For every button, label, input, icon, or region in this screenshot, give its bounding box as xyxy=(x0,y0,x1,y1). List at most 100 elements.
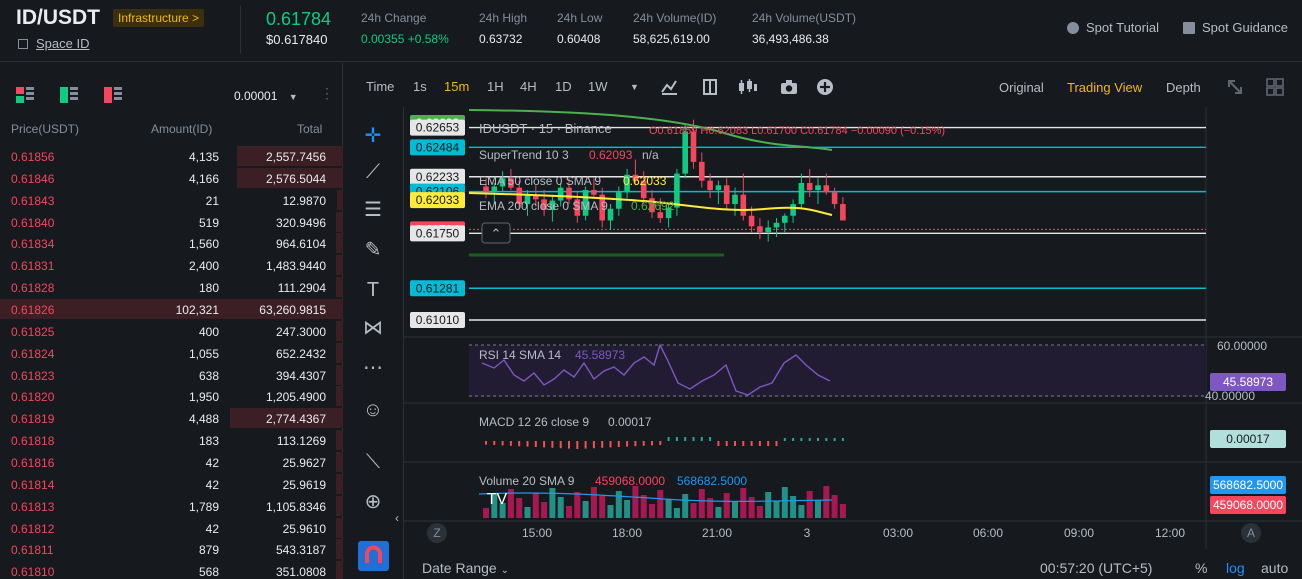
volume-bar xyxy=(499,503,506,518)
volume-bar xyxy=(748,497,755,518)
legend-supertrend-na: n/a xyxy=(642,148,659,162)
collapse-legend-button[interactable] xyxy=(481,222,511,244)
candle-body xyxy=(790,204,796,216)
rsi-band xyxy=(469,345,1206,397)
price-tag: 0.61750 xyxy=(410,225,465,242)
interval-4h[interactable]: 4H xyxy=(520,79,537,94)
ask-price: 0.61814 xyxy=(11,477,55,492)
emoji-icon[interactable]: ☺ xyxy=(362,399,384,421)
interval-1s[interactable]: 1s xyxy=(413,79,427,94)
price-chart[interactable]: IDUSDT · 15 · Binance O0.61859 H0.62083 L… xyxy=(344,63,1302,553)
ask-row[interactable]: 0.61813 1,789 1,105.8346 xyxy=(0,495,343,517)
crosshair-icon[interactable]: ✛ xyxy=(364,125,382,147)
view-trading-view[interactable]: Trading View xyxy=(1067,80,1143,95)
text-icon[interactable]: T xyxy=(366,279,380,301)
log-toggle[interactable]: log xyxy=(1226,560,1245,576)
pattern-icon[interactable]: ⋈ xyxy=(363,317,383,339)
ruler-icon[interactable]: ⟍ xyxy=(366,451,380,473)
auto-toggle[interactable]: auto xyxy=(1261,560,1289,576)
layout-bids-icon[interactable] xyxy=(60,87,78,103)
ask-row[interactable]: 0.61825 400 247.3000 xyxy=(0,320,343,342)
volume-bar xyxy=(673,508,680,518)
ask-row[interactable]: 0.61826 102,321 63,260.9815 xyxy=(0,298,343,320)
category-tag[interactable]: Infrastructure > xyxy=(113,9,205,27)
interval-1h[interactable]: 1H xyxy=(487,79,504,94)
interval-15m[interactable]: 15m xyxy=(444,79,470,94)
more-options-icon[interactable]: ⋮ xyxy=(320,85,334,101)
layout-icon[interactable] xyxy=(703,79,717,95)
project-link[interactable]: Space ID xyxy=(18,36,89,51)
volume-bar xyxy=(615,491,622,518)
candle-type-icon[interactable] xyxy=(739,79,757,94)
price-tag: 0.61010 xyxy=(410,312,465,328)
ask-row[interactable]: 0.61810 568 351.0808 xyxy=(0,560,343,579)
date-range-select[interactable]: Date Range ⌄ xyxy=(422,560,509,576)
ask-row[interactable]: 0.61846 4,166 2,576.5044 xyxy=(0,167,343,189)
pair-symbol: ID/USDT xyxy=(16,6,100,29)
price-tag-text: 0.62233 xyxy=(416,170,460,184)
view-depth[interactable]: Depth xyxy=(1166,80,1201,95)
ask-row[interactable]: 0.61819 4,488 2,774.4367 xyxy=(0,407,343,429)
legend-ema50-value: 0.62033 xyxy=(623,174,667,188)
ask-amount: 879 xyxy=(198,543,219,558)
candle-body xyxy=(732,194,738,205)
volume-bar xyxy=(798,505,805,518)
candle-body xyxy=(765,227,771,233)
volume-tag-bg-1 xyxy=(1210,476,1286,494)
macd-bar xyxy=(601,441,604,448)
interval-more-icon[interactable]: ▼ xyxy=(630,82,639,92)
camera-icon[interactable] xyxy=(781,80,797,94)
ask-row[interactable]: 0.61818 183 113.1269 xyxy=(0,429,343,451)
brush-icon[interactable]: ✎ xyxy=(364,239,382,261)
spot-tutorial-link[interactable]: Spot Tutorial xyxy=(1067,20,1159,35)
ask-amount: 568 xyxy=(198,565,219,579)
fullscreen-icon[interactable] xyxy=(1228,80,1242,94)
ask-row[interactable]: 0.61811 879 543.3187 xyxy=(0,538,343,560)
macd-bar xyxy=(584,441,587,449)
ask-row[interactable]: 0.61834 1,560 964.6104 xyxy=(0,232,343,254)
magnet-icon[interactable] xyxy=(358,541,389,571)
interval-time[interactable]: Time xyxy=(366,79,395,94)
stat-24h-volume-id: 24h Volume(ID) 58,625,619.00 xyxy=(633,11,717,46)
ask-row[interactable]: 0.61843 21 12.9870 xyxy=(0,189,343,211)
collapse-chevron-icon[interactable]: ‹ xyxy=(395,511,399,525)
macd-bar xyxy=(543,441,546,448)
ask-row[interactable]: 0.61814 42 25.9619 xyxy=(0,473,343,495)
interval-1d[interactable]: 1D xyxy=(555,79,572,94)
precision-select[interactable]: 0.00001 ▼ xyxy=(234,89,298,103)
spot-guidance-link[interactable]: Spot Guidance xyxy=(1183,20,1288,35)
ask-row[interactable]: 0.61831 2,400 1,483.9440 xyxy=(0,254,343,276)
ask-row[interactable]: 0.61823 638 394.4307 xyxy=(0,364,343,386)
prediction-icon[interactable]: ⋯ xyxy=(363,357,383,379)
macd-label: MACD 12 26 close 9 xyxy=(479,415,589,429)
view-original[interactable]: Original xyxy=(999,80,1044,95)
candle-body xyxy=(582,189,589,216)
ask-row[interactable]: 0.61816 42 25.9627 xyxy=(0,451,343,473)
price-tag-text: 0.62653 xyxy=(416,121,460,135)
volume-bar xyxy=(483,508,489,518)
indicators-icon[interactable] xyxy=(661,80,677,95)
layout-both-icon[interactable] xyxy=(16,87,34,103)
layout-asks-icon[interactable] xyxy=(104,87,122,103)
percent-toggle[interactable]: % xyxy=(1195,560,1208,576)
candle-body xyxy=(782,215,788,223)
ask-row[interactable]: 0.61856 4,135 2,557.7456 xyxy=(0,145,343,167)
fib-icon[interactable]: ☰ xyxy=(364,199,382,221)
macd-bar xyxy=(841,438,844,441)
trendline-icon[interactable]: ⟋ xyxy=(366,161,380,183)
depth-bar xyxy=(336,517,343,538)
interval-1w[interactable]: 1W xyxy=(588,79,608,94)
ask-row[interactable]: 0.61820 1,950 1,205.4900 xyxy=(0,385,343,407)
ask-total: 2,557.7456 xyxy=(265,150,326,164)
ask-row[interactable]: 0.61828 180 111.2904 xyxy=(0,276,343,298)
price-tag-bg xyxy=(410,280,465,297)
grid-icon[interactable] xyxy=(1266,78,1284,96)
ask-row[interactable]: 0.61840 519 320.9496 xyxy=(0,211,343,233)
zoom-icon[interactable]: ⊕ xyxy=(364,491,382,513)
ask-row[interactable]: 0.61824 1,055 652.2432 xyxy=(0,342,343,364)
ask-row[interactable]: 0.61812 42 25.9610 xyxy=(0,517,343,539)
add-icon[interactable] xyxy=(817,79,833,95)
volume-bar xyxy=(740,488,747,518)
ask-total: 394.4307 xyxy=(275,368,326,383)
ask-amount: 400 xyxy=(198,324,219,339)
